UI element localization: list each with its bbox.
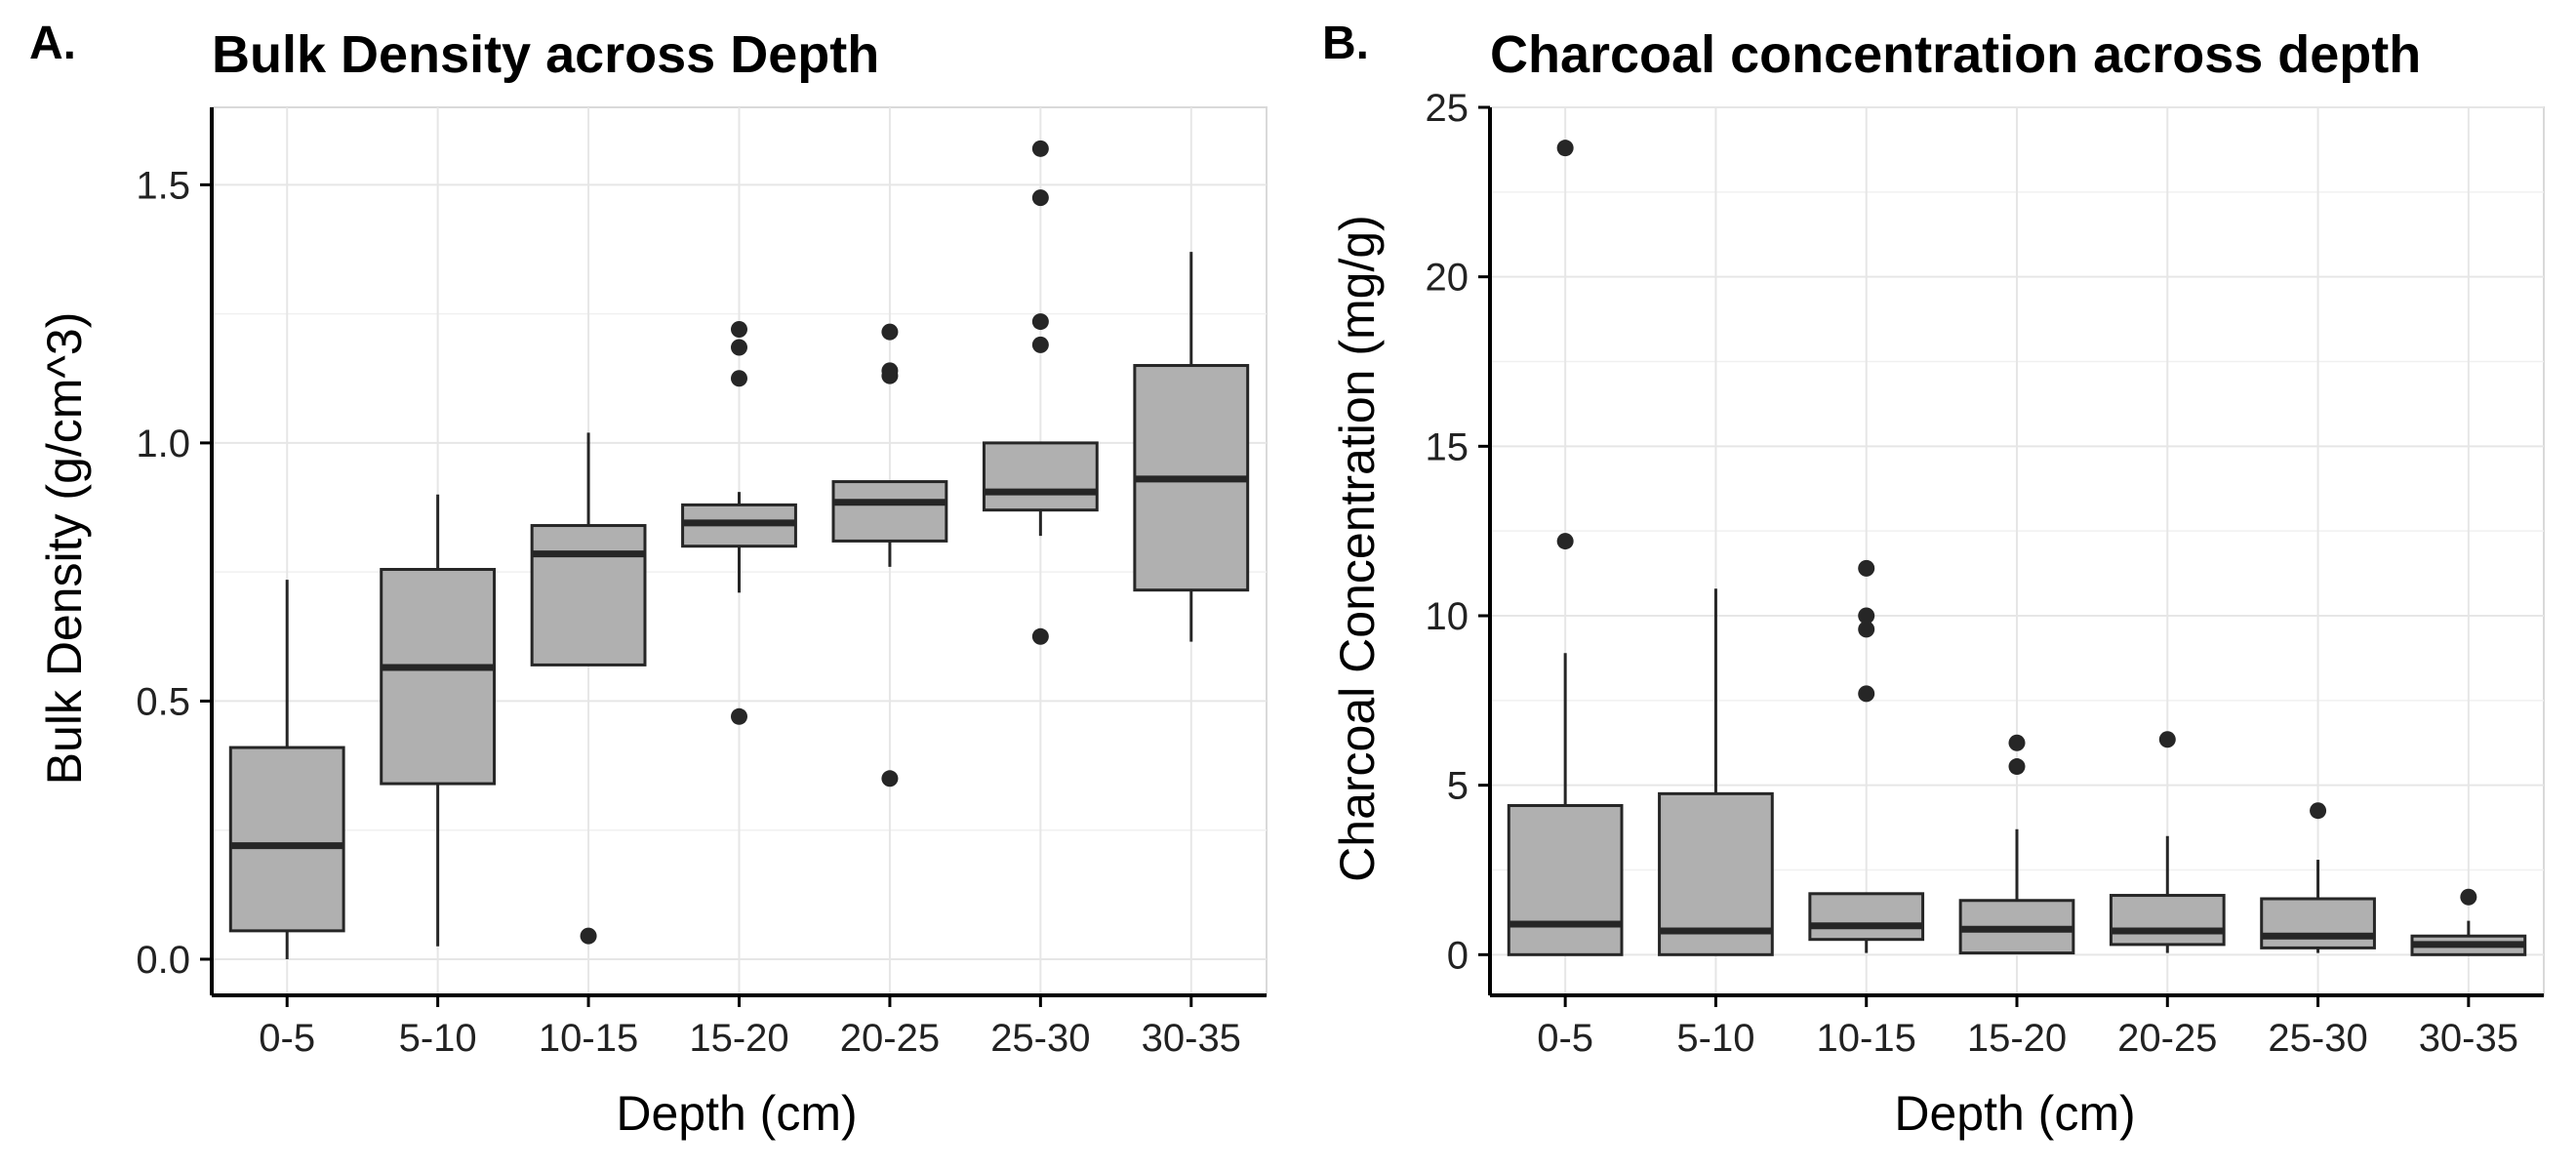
y-tick-label: 20 xyxy=(1426,257,1469,300)
panel-a-title: Bulk Density across Depth xyxy=(212,25,879,84)
x-tick-label: 20-25 xyxy=(2117,1017,2217,1060)
x-tick-label: 30-35 xyxy=(1142,1017,1241,1060)
x-tick-label: 5-10 xyxy=(399,1017,477,1060)
y-tick-label: 0.5 xyxy=(136,680,190,723)
x-tick-label: 15-20 xyxy=(1967,1017,2067,1060)
panel-b: B. Charcoal concentration across depth 0… xyxy=(1322,18,2545,1141)
panel-a-boxes xyxy=(228,140,1250,959)
box-15-20 xyxy=(681,321,797,725)
box-0-5 xyxy=(228,580,345,959)
box-25-30 xyxy=(2260,802,2376,953)
box-body xyxy=(380,568,497,786)
box-25-30 xyxy=(982,140,1099,645)
panel-a-x-axis-title: Depth (cm) xyxy=(616,1086,857,1141)
outlier-point xyxy=(1858,685,1875,703)
box-body xyxy=(831,480,948,543)
x-tick-label: 20-25 xyxy=(840,1017,940,1060)
panel-a-x-ticks: 0-5 5-10 10-15 15-20 20-25 25-30 30-35 xyxy=(259,995,1241,1060)
y-tick-label: 15 xyxy=(1426,425,1469,468)
outlier-point xyxy=(881,770,899,787)
box-body xyxy=(530,524,647,666)
panel-b-y-axis-title: Charcoal Concentration (mg/g) xyxy=(1330,215,1385,882)
box-body xyxy=(228,746,345,933)
x-tick-label: 25-30 xyxy=(2268,1017,2367,1060)
box-10-15 xyxy=(1808,559,1925,953)
panel-b-title: Charcoal concentration across depth xyxy=(1490,25,2421,84)
x-tick-label: 15-20 xyxy=(689,1017,788,1060)
outlier-point xyxy=(2310,802,2327,820)
x-tick-label: 10-15 xyxy=(539,1017,638,1060)
outlier-point xyxy=(1858,621,1875,638)
box-body xyxy=(1808,892,1925,942)
y-tick-label: 1.5 xyxy=(136,164,190,207)
x-tick-label: 25-30 xyxy=(990,1017,1090,1060)
panel-b-x-ticks: 0-5 5-10 10-15 15-20 20-25 25-30 30-35 xyxy=(1537,995,2518,1060)
y-tick-label: 1.0 xyxy=(136,423,190,465)
panel-b-x-axis-title: Depth (cm) xyxy=(1894,1086,2135,1141)
box-30-35 xyxy=(1133,252,1250,642)
box-0-5 xyxy=(1507,140,1624,956)
panel-b-boxes xyxy=(1507,140,2527,956)
y-tick-label: 10 xyxy=(1426,595,1469,638)
box-5-10 xyxy=(1658,588,1774,956)
x-tick-label: 0-5 xyxy=(1537,1017,1593,1060)
x-tick-label: 0-5 xyxy=(259,1017,315,1060)
box-20-25 xyxy=(2109,731,2226,953)
outlier-point xyxy=(1858,559,1875,577)
y-tick-label: 0.0 xyxy=(136,939,190,982)
box-20-25 xyxy=(831,323,948,787)
outlier-point xyxy=(2460,888,2477,906)
outlier-point xyxy=(1858,607,1875,625)
outlier-point xyxy=(2008,734,2026,751)
panel-b-label: B. xyxy=(1322,18,1369,69)
x-tick-label: 5-10 xyxy=(1676,1017,1754,1060)
outlier-point xyxy=(1031,140,1049,157)
outlier-point xyxy=(731,707,747,725)
outlier-point xyxy=(1031,627,1049,645)
box-30-35 xyxy=(2410,888,2527,956)
box-10-15 xyxy=(530,432,647,945)
outlier-point xyxy=(881,323,899,341)
outlier-point xyxy=(731,321,747,338)
panel-a: A. Bulk Density across Depth 0.0 0.5 1.0 1.… xyxy=(29,18,1268,1141)
outlier-point xyxy=(1556,140,1574,157)
box-body xyxy=(2260,897,2376,949)
outlier-point xyxy=(881,362,899,380)
outlier-point xyxy=(2158,731,2176,748)
panel-b-grid xyxy=(1489,106,2545,996)
y-tick-label: 25 xyxy=(1426,87,1469,130)
y-tick-label: 5 xyxy=(1447,765,1469,808)
outlier-point xyxy=(1031,336,1049,353)
box-body xyxy=(1507,803,1624,956)
box-5-10 xyxy=(380,494,497,947)
outlier-point xyxy=(731,370,747,387)
panel-b-y-ticks: 0 5 10 15 20 25 xyxy=(1426,87,1490,977)
outlier-point xyxy=(731,339,747,356)
y-tick-label: 0 xyxy=(1447,934,1469,977)
box-body xyxy=(2109,894,2226,947)
panel-a-label: A. xyxy=(29,18,76,69)
outlier-point xyxy=(1556,533,1574,550)
x-tick-label: 10-15 xyxy=(1817,1017,1916,1060)
box-body xyxy=(982,441,1099,512)
panel-a-y-ticks: 0.0 0.5 1.0 1.5 xyxy=(136,164,212,982)
outlier-point xyxy=(580,927,597,945)
outlier-point xyxy=(1031,189,1049,207)
panel-a-y-axis-title: Bulk Density (g/cm^3) xyxy=(37,312,92,786)
box-15-20 xyxy=(1958,734,2075,955)
outlier-point xyxy=(2008,758,2026,776)
outlier-point xyxy=(1031,313,1049,331)
x-tick-label: 30-35 xyxy=(2419,1017,2518,1060)
